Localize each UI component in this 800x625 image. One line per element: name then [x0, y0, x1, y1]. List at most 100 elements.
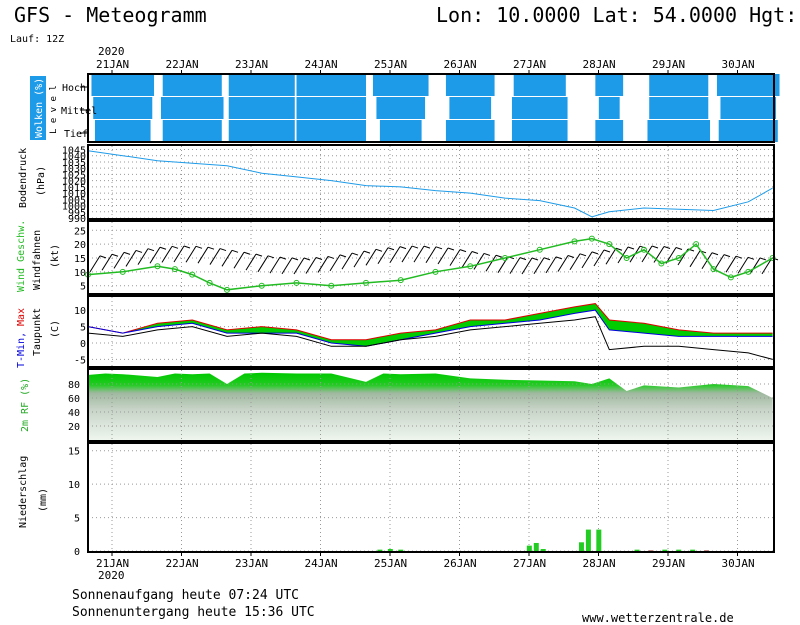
- temp-min-label: T-Min,: [16, 332, 27, 368]
- temperature-tick-labels: 10 5 0 -5: [74, 306, 86, 366]
- wind-barb: [209, 248, 221, 265]
- temperature-min-line: [87, 309, 773, 347]
- bottom-day-label: 30JAN: [722, 557, 755, 570]
- wind-barb: [365, 249, 377, 266]
- wind-barb: [137, 248, 149, 265]
- bottom-day-label: 22JAN: [166, 557, 199, 570]
- wind-speed-point: [189, 271, 196, 278]
- axis-tick-label: 1025: [62, 170, 86, 181]
- wind-barb: [749, 257, 761, 275]
- wind-barb: [389, 246, 401, 263]
- bottom-day-labels: 21JAN 22JAN 23JAN 24JAN 25JAN 26JAN 27JAN 28JAN…: [96, 552, 755, 570]
- wind-unit: (kt): [50, 244, 61, 268]
- precip-bar: [704, 550, 710, 551]
- wind-speed-point: [658, 260, 665, 267]
- precip-unit: (mm): [38, 488, 49, 512]
- wind-speed-point: [727, 274, 734, 281]
- cloud-cell: [379, 120, 422, 142]
- axis-tick-label: 1020: [62, 177, 86, 188]
- top-day-label: 21JAN: [96, 58, 129, 71]
- axis-tick-label: -5: [74, 355, 86, 366]
- wind-speed-point: [693, 241, 700, 248]
- cloud-cell: [649, 97, 709, 119]
- wind-barb: [761, 257, 773, 275]
- wind-barb: [461, 251, 473, 268]
- cloud-cell: [162, 120, 222, 142]
- wind-speed-point: [432, 268, 439, 275]
- wind-barb: [281, 257, 293, 275]
- wind-speed-point: [258, 282, 265, 289]
- wind-barb: [437, 247, 449, 265]
- axis-tick-label: 1045: [62, 145, 86, 156]
- wind-speed-point: [623, 255, 630, 261]
- clouds-label-bg: [30, 76, 46, 140]
- precip-bar: [676, 549, 682, 551]
- temperature-panel: 10 5 0 -5 T-Min, Max Taupunkt (C): [16, 295, 775, 368]
- cloud-cell: [162, 74, 222, 96]
- wind-barb: [101, 253, 113, 271]
- axis-tick-label: 60: [68, 394, 80, 405]
- cloud-cell: [91, 74, 155, 96]
- cloud-cell: [720, 97, 777, 119]
- cloud-cell: [511, 97, 568, 119]
- wind-speed-point: [588, 235, 595, 242]
- wind-flags-label: Windfahnen: [32, 230, 43, 290]
- wind-speed-point: [536, 246, 543, 253]
- cloud-cell: [449, 97, 492, 119]
- wind-barb: [545, 256, 557, 274]
- axis-tick-label: 10: [68, 480, 80, 491]
- cloud-cell: [296, 97, 366, 119]
- location-label: Lon: 10.0000 Lat: 54.0000 Hgt: 2: [436, 3, 800, 27]
- site-link[interactable]: www.wetterzentrale.de: [582, 611, 734, 625]
- axis-tick-label: 0: [74, 547, 80, 558]
- level-hoch: Hoch: [62, 83, 86, 94]
- pressure-panel: 1045104010351030102510201015101010051000…: [18, 144, 775, 225]
- wind-speed-point: [119, 268, 126, 275]
- bottom-day-label: 29JAN: [652, 557, 685, 570]
- cloud-cell: [94, 120, 151, 142]
- wind-barb: [377, 247, 389, 264]
- axis-tick-label: 25: [74, 226, 86, 237]
- top-day-label: 22JAN: [166, 58, 199, 71]
- axis-tick-label: 1005: [62, 195, 86, 206]
- cloud-cell: [228, 120, 295, 142]
- humidity-panel: 80 60 40 20 2m RF (%): [20, 368, 775, 442]
- wind-barb: [449, 249, 461, 266]
- top-day-label: 28JAN: [583, 58, 616, 71]
- wind-barb: [197, 246, 209, 264]
- wind-speed-point: [467, 263, 474, 270]
- wind-barb: [641, 245, 653, 263]
- temperature-unit: (C): [50, 320, 61, 338]
- cloud-cell: [445, 120, 495, 142]
- wind-speed-point: [571, 238, 578, 245]
- cloud-cell: [376, 97, 426, 119]
- wind-barb: [737, 257, 749, 274]
- wind-speed-point: [769, 255, 776, 261]
- precip-bar: [585, 529, 591, 551]
- wind-barb: [725, 255, 737, 273]
- wind-barb: [521, 257, 533, 275]
- axis-tick-label: 1015: [62, 183, 86, 194]
- wind-barb: [485, 254, 497, 272]
- wind-barb: [185, 246, 197, 263]
- pressure-tick-labels: 1045104010351030102510201015101010051000…: [62, 145, 86, 225]
- bottom-day-label: 26JAN: [444, 557, 477, 570]
- wind-barb: [353, 250, 365, 268]
- wind-speed-point: [293, 279, 300, 286]
- cloud-cell: [649, 74, 709, 96]
- dewpoint-line: [87, 316, 773, 360]
- wind-barb: [257, 255, 269, 273]
- wind-speed-point: [154, 263, 161, 270]
- cloud-cell: [598, 97, 620, 119]
- sunrise-text: Sonnenaufgang heute 07:24 UTC: [72, 588, 299, 603]
- precip-bar: [540, 548, 546, 551]
- wind-speed-point: [328, 282, 335, 289]
- top-day-label: 26JAN: [444, 58, 477, 71]
- axis-tick-label: 1010: [62, 189, 86, 200]
- precip-bar: [634, 549, 640, 551]
- axis-tick-label: 15: [68, 447, 80, 458]
- axis-tick-label: 20: [74, 240, 86, 251]
- wind-barb: [89, 255, 101, 273]
- wind-barb: [593, 249, 605, 267]
- wind-barb: [473, 253, 485, 270]
